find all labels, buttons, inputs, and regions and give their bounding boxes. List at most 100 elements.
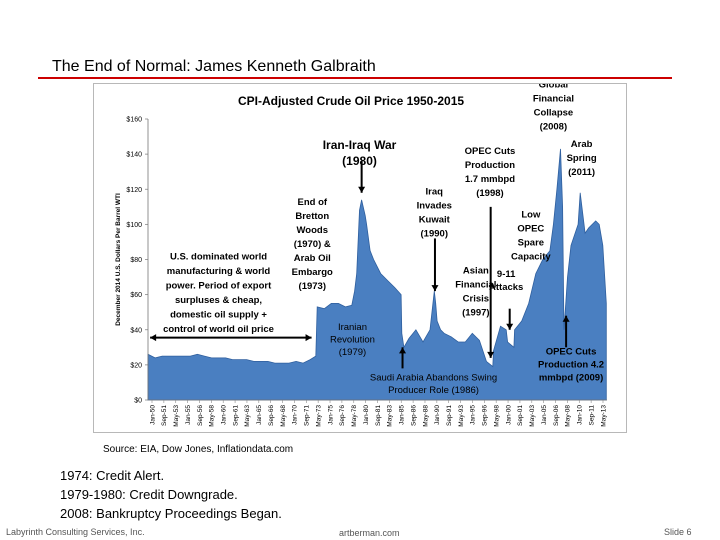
- annotation-line: Collapse: [534, 107, 574, 118]
- x-tick-label: Sep-11: [588, 405, 595, 426]
- annotation-line: Capacity: [511, 251, 551, 262]
- annotation-line: Financial: [533, 93, 574, 104]
- annotation-line: Global: [539, 84, 569, 90]
- annotation-line: control of world oil price: [163, 324, 274, 335]
- annotation-line: (1990): [421, 229, 448, 240]
- x-tick-label: Jan-00: [505, 405, 512, 425]
- x-tick-label: Sep-01: [517, 405, 524, 426]
- annotation-line: Spring: [567, 153, 597, 164]
- x-tick-label: May-58: [209, 405, 216, 427]
- y-tick-label: $60: [130, 292, 142, 299]
- y-tick-label: $80: [130, 257, 142, 264]
- x-tick-label: May-88: [422, 405, 429, 427]
- annotation-line: Producer Role (1986): [388, 385, 479, 396]
- x-tick-label: Sep-51: [161, 405, 168, 426]
- y-tick-label: $140: [126, 152, 142, 159]
- x-tick-label: Jan-70: [292, 405, 299, 425]
- x-tick-label: May-08: [565, 405, 572, 427]
- annotation-line: (1973): [299, 281, 326, 292]
- annotation-asian: Asian Financial Crisis (1997): [455, 266, 496, 319]
- annotation-line: Low: [521, 209, 541, 220]
- annotation-line: mmbpd (2009): [539, 372, 603, 383]
- annotation-line: surpluses & cheap,: [175, 295, 262, 306]
- annotation-line: manufacturing & world: [167, 266, 271, 277]
- x-tick-label: May-68: [280, 405, 287, 427]
- arrow-saudi-1986: [399, 347, 407, 369]
- x-tick-label: May-93: [458, 405, 465, 427]
- annotation-line: OPEC Cuts: [465, 146, 516, 157]
- annotation-line: Embargo: [292, 267, 333, 278]
- period-arrow: [150, 334, 312, 342]
- y-tick-label: $160: [126, 117, 142, 124]
- footer-website: artberman.com: [339, 528, 400, 538]
- series-area: [147, 148, 607, 401]
- x-tick-label: Jan-85: [399, 405, 406, 425]
- arrow-nine-eleven: [506, 308, 514, 330]
- annotation-line: Production: [465, 160, 515, 171]
- annotation-line: (1997): [462, 308, 489, 319]
- credit-note: 2008: Bankruptcy Proceedings Began.: [60, 506, 282, 521]
- x-tick-label: Jan-95: [470, 405, 477, 425]
- annotation-opec1998: OPEC Cuts Production 1.7 mmbpd (1998): [465, 146, 516, 199]
- annotation-line: Woods: [297, 225, 329, 236]
- annotation-line: Financial: [455, 280, 496, 291]
- credit-note: 1974: Credit Alert.: [60, 468, 165, 483]
- footer-company: Labyrinth Consulting Services, Inc.: [6, 527, 145, 537]
- x-tick-label: Sep-81: [375, 405, 382, 426]
- arrow-head: [150, 334, 157, 342]
- x-tick-label: Jan-90: [434, 405, 441, 425]
- x-tick-label: Jan-75: [327, 405, 334, 425]
- arrow-iran-iraq: [358, 161, 366, 193]
- arrow-head: [562, 315, 570, 322]
- x-tick-label: Sep-56: [197, 405, 204, 426]
- annotation-line: Attacks: [489, 282, 523, 293]
- annotation-line: (1998): [476, 188, 503, 199]
- annotation-low_opec: Low OPEC Spare Capacity: [511, 209, 551, 262]
- x-tick-label: May-98: [493, 405, 500, 427]
- annotation-line: OPEC: [517, 223, 544, 234]
- y-axis-label: December 2014 U.S. Dollars Per Barrel WT…: [115, 193, 122, 326]
- x-tick-label: Jan-60: [221, 405, 228, 425]
- annotation-line: End of: [297, 197, 327, 208]
- y-tick-label: $20: [130, 362, 142, 369]
- annotation-line: Spare: [518, 237, 544, 248]
- title-divider: [38, 77, 672, 79]
- x-tick-label: Jan-80: [363, 405, 370, 425]
- annotation-line: (1979): [339, 347, 366, 358]
- y-tick-label: $40: [130, 327, 142, 334]
- annotation-line: Iraq: [426, 187, 444, 198]
- annotation-line: (1980): [342, 154, 377, 168]
- annotation-line: Saudi Arabia Abandons Swing: [370, 373, 497, 384]
- annotation-line: (2011): [568, 167, 595, 178]
- x-tick-label: Sep-71: [304, 405, 311, 426]
- oil-price-chart: CPI-Adjusted Crude Oil Price 1950-2015 De…: [115, 84, 607, 427]
- x-tick-label: Jan-55: [185, 405, 192, 425]
- x-tick-label: May-03: [529, 405, 536, 427]
- arrow-opec-1998: [487, 206, 495, 358]
- annotation-iran_iraq: Iran-Iraq War (1980): [323, 138, 397, 168]
- arrow-head: [358, 186, 366, 193]
- arrow-head: [305, 334, 312, 342]
- annotation-arab: Arab Spring (2011): [567, 139, 597, 178]
- slide-title: The End of Normal: James Kenneth Galbrai…: [52, 58, 376, 75]
- arrow-iraq-kuwait: [431, 238, 439, 292]
- annotation-bretton: End of Bretton Woods (1970) & Arab Oil Embarg…: [292, 197, 333, 292]
- x-tick-label: May-78: [351, 405, 358, 427]
- arrow-head: [506, 323, 514, 330]
- x-tick-label: Jan-65: [256, 405, 263, 425]
- annotation-nine_eleven: 9-11 Attacks: [489, 269, 523, 293]
- annotation-line: (1970) &: [294, 239, 331, 250]
- x-tick-label: Sep-06: [553, 405, 560, 426]
- annotation-us_dominated: U.S. dominated world manufacturing & worl…: [163, 252, 274, 336]
- annotation-iraq_kuwait: Iraq Invades Kuwait (1990): [417, 187, 452, 240]
- y-tick-label: $120: [126, 187, 142, 194]
- annotation-global: Global Financial Collapse (2008): [533, 84, 574, 132]
- annotation-line: Production 4.2: [538, 359, 604, 370]
- arrow-head: [399, 347, 407, 354]
- annotation-line: domestic oil supply +: [170, 310, 267, 321]
- x-tick-label: Jan-50: [149, 405, 156, 425]
- annotation-line: 1.7 mmbpd: [465, 174, 515, 185]
- x-tick-label: Sep-66: [268, 405, 275, 426]
- x-tick-label: May-53: [173, 405, 180, 427]
